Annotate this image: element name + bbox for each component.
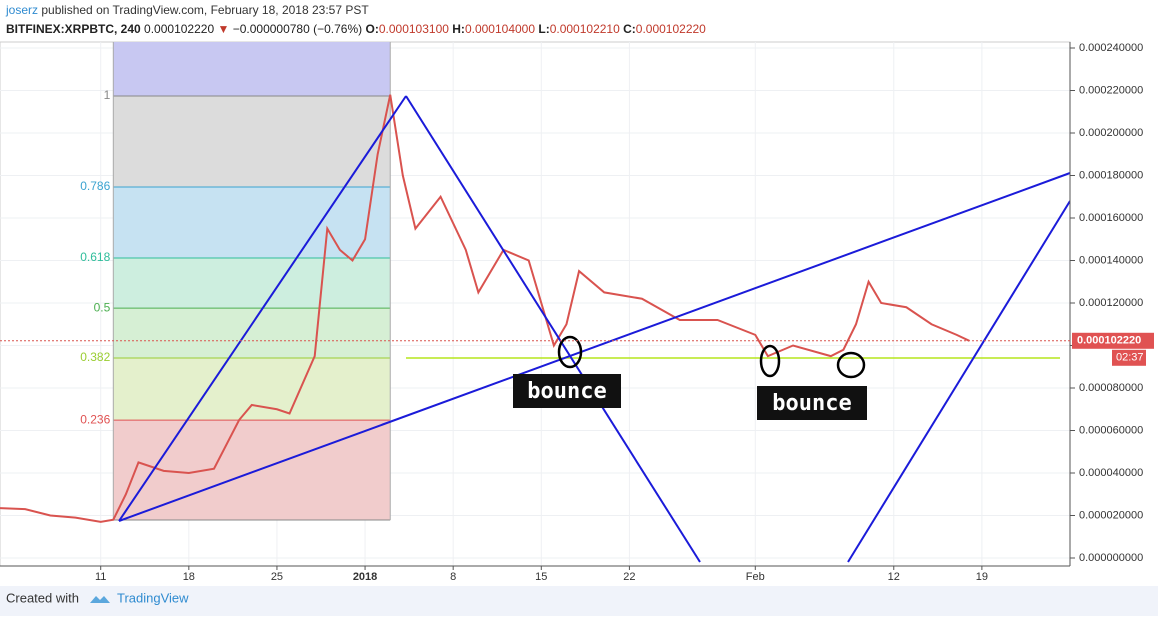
fib-level-label: 0.5: [94, 300, 111, 314]
y-tick-label: 0.000160000: [1079, 212, 1143, 224]
x-tick-label: 22: [623, 571, 635, 583]
y-tick-label: 0.000040000: [1079, 467, 1143, 479]
fib-level-label: 0.382: [80, 350, 110, 364]
fib-zone: [113, 308, 391, 359]
circles: [557, 335, 866, 379]
fib-zone: [113, 257, 391, 309]
x-tick-label: 2018: [353, 571, 377, 583]
low: 0.000102210: [550, 22, 620, 36]
fib-zone: [113, 420, 391, 520]
trend-line: [405, 95, 701, 563]
y-tick-label: 0.000020000: [1079, 509, 1143, 521]
y-axis-labels: 0.000000000 0.000020000 0.000040000 0.00006…: [1070, 42, 1143, 564]
bounce-circle: [836, 351, 866, 379]
fib-zone: [113, 96, 391, 187]
x-tick-label: 12: [888, 571, 900, 583]
bounce-circle: [557, 335, 583, 369]
trend-lines: [118, 95, 1071, 563]
annotation-box: [757, 386, 867, 420]
high: 0.000104000: [465, 22, 535, 36]
footer-brand[interactable]: TradingView: [117, 590, 189, 605]
x-tick-label: 8: [450, 571, 456, 583]
author[interactable]: joserz: [5, 3, 38, 17]
fib-zone: [113, 186, 391, 258]
fib-level-label: 0.786: [80, 179, 110, 193]
fib-retracement: 1 0.786 0.618 0.5 0.382 0.236: [80, 42, 391, 521]
annotation: bounce: [527, 379, 606, 404]
price-tag-label: 0.000102220: [1077, 335, 1141, 347]
x-tick-label: Feb: [746, 571, 765, 583]
open: 0.000103100: [379, 22, 449, 36]
x-axis-labels: 11 18 25 2018 8 15 22 Feb 12 19: [95, 566, 988, 583]
x-axis-panel: [0, 566, 1158, 586]
annotation: bounce: [772, 391, 851, 416]
y-tick-label: 0.000000000: [1079, 552, 1143, 564]
x-tick-label: 25: [271, 571, 283, 583]
symbol-line: BITFINEX:XRPBTC, 240 0.000102220 ▼ −0.00…: [6, 22, 706, 36]
y-tick-label: 0.000060000: [1079, 424, 1143, 436]
y-tick-label: 0.000240000: [1079, 42, 1143, 54]
trend-line: [118, 95, 407, 522]
y-tick-label: 0.000200000: [1079, 127, 1143, 139]
price-line: [0, 94, 970, 523]
close-label: C:: [623, 22, 636, 36]
trend-line: [847, 200, 1071, 563]
x-tick-label: 15: [535, 571, 547, 583]
y-tick-label: 0.000120000: [1079, 297, 1143, 309]
footer-text: Created with: [6, 590, 79, 605]
y-tick-label: 0.000140000: [1079, 254, 1143, 266]
price-tag: [1072, 332, 1154, 349]
header-line: joserz published on TradingView.com, Feb…: [5, 3, 369, 17]
fib-level-label: 1: [104, 88, 111, 102]
bounce-circle: [759, 344, 781, 378]
low-label: L:: [538, 22, 549, 36]
y-tick-label: 0.000080000: [1079, 382, 1143, 394]
fib-level-label: 0.236: [80, 412, 110, 426]
y-axis-panel: [1070, 42, 1158, 566]
fib-extension-zone: [113, 42, 391, 97]
fib-zone: [113, 358, 391, 421]
last: 0.000102220: [144, 22, 214, 36]
published: published on TradingView.com, February 1…: [41, 3, 369, 17]
footer-bar: [0, 586, 1158, 616]
countdown-tag: [1112, 349, 1146, 366]
symbol: BITFINEX:XRPBTC, 240: [6, 22, 141, 36]
close: 0.000102220: [636, 22, 706, 36]
open-label: O:: [366, 22, 379, 36]
countdown-label: 02:37: [1116, 352, 1144, 364]
arrow: ▼: [217, 22, 229, 36]
trend-line: [118, 172, 1071, 522]
high-label: H:: [452, 22, 465, 36]
x-tick-label: 18: [183, 571, 195, 583]
logo: [90, 596, 110, 603]
annotation-box: [513, 374, 621, 408]
x-tick-label: 11: [95, 571, 106, 583]
x-tick-label: 19: [976, 571, 988, 583]
y-tick-label: 0.000220000: [1079, 84, 1143, 96]
price-series: [0, 94, 970, 523]
change: −0.000000780 (−0.76%): [233, 22, 362, 36]
price-label: 0.000102220 02:37: [0, 332, 1154, 366]
fib-level-label: 0.618: [80, 250, 110, 264]
y-tick-label: 0.000180000: [1079, 169, 1143, 181]
